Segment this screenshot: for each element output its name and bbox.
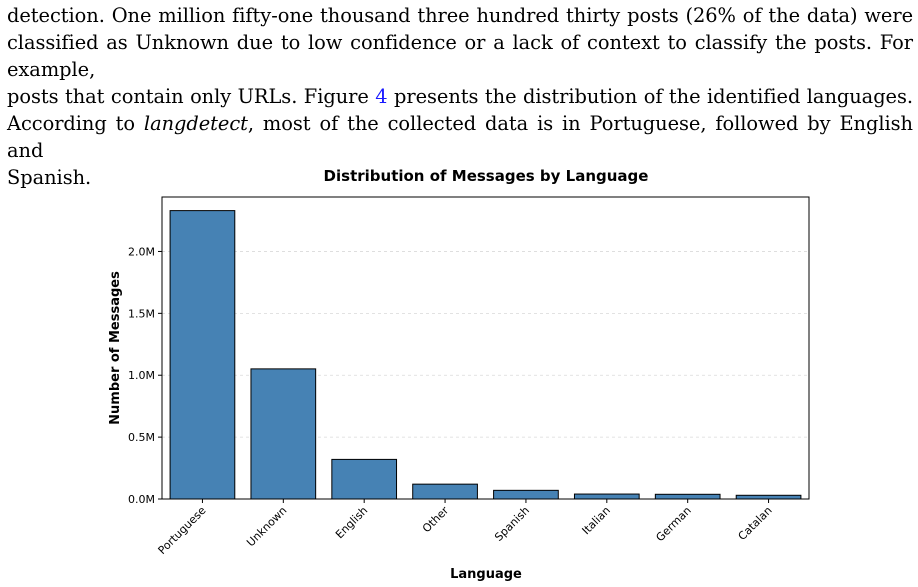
y-tick-label: 1.5M (128, 307, 155, 320)
x-tick-label-unknown: Unknown (244, 504, 289, 549)
bar-spanish (493, 489, 559, 500)
x-tick-label-catalan: Catalan (736, 504, 775, 543)
figure-reference-link[interactable]: 4 (375, 85, 388, 108)
y-axis-ticks: 0.0M 0.5M 1.0M 1.5M 2.0M (128, 245, 162, 506)
x-axis-label: Language (450, 567, 522, 582)
bar-other (412, 483, 478, 500)
paragraph-line-5: Spanish. (7, 166, 92, 189)
plot-frame (161, 196, 810, 500)
x-tick-label-english: English (333, 504, 370, 541)
paragraph-line-2: classified as Unknown due to low confide… (7, 31, 913, 81)
chart-title: Distribution of Messages by Language (324, 167, 649, 185)
y-tick-label: 1.0M (128, 369, 155, 382)
x-tick-label-italian: Italian (580, 504, 613, 537)
y-tick-label: 0.0M (128, 493, 155, 506)
x-tick-label-spanish: Spanish (492, 504, 532, 544)
paragraph-line-4: According to langdetect, most of the col… (7, 110, 913, 164)
x-tick-label-portuguese: Portuguese (156, 504, 209, 557)
paragraph-line-4-start: According to (7, 112, 144, 135)
bar-catalan (735, 494, 802, 500)
paragraph-line-3: posts that contain only URLs. Figure 4 p… (7, 83, 913, 110)
bar-english (331, 458, 398, 500)
y-tick-label: 0.5M (128, 431, 155, 444)
bar-german (654, 493, 721, 500)
paragraph-line-1: detection. One million fifty-one thousan… (7, 4, 913, 27)
paragraph-line-3-start: posts that contain only URLs. Figure (7, 85, 376, 108)
language-distribution-chart: Distribution of Messages by Language 0.0… (108, 167, 810, 582)
y-axis-label: Number of Messages (108, 271, 123, 425)
langdetect-term: langdetect (143, 112, 248, 135)
x-tick-label-german: German (653, 504, 693, 544)
body-paragraph: detection. One million fifty-one thousan… (7, 2, 913, 191)
bar-italian (573, 493, 640, 500)
paragraph-line-3-end: presents the distribution of the identif… (387, 85, 913, 108)
bar-portuguese (169, 210, 236, 500)
bar-unknown (250, 368, 317, 500)
chart-bars (169, 210, 802, 500)
x-tick-label-other: Other (420, 504, 452, 536)
x-axis-ticks: Portuguese Unknown English Other Spanish Ital… (156, 499, 775, 557)
paragraph-line-4-end: , most of the collected data is in Portu… (7, 112, 913, 162)
y-tick-label: 2.0M (128, 245, 155, 258)
